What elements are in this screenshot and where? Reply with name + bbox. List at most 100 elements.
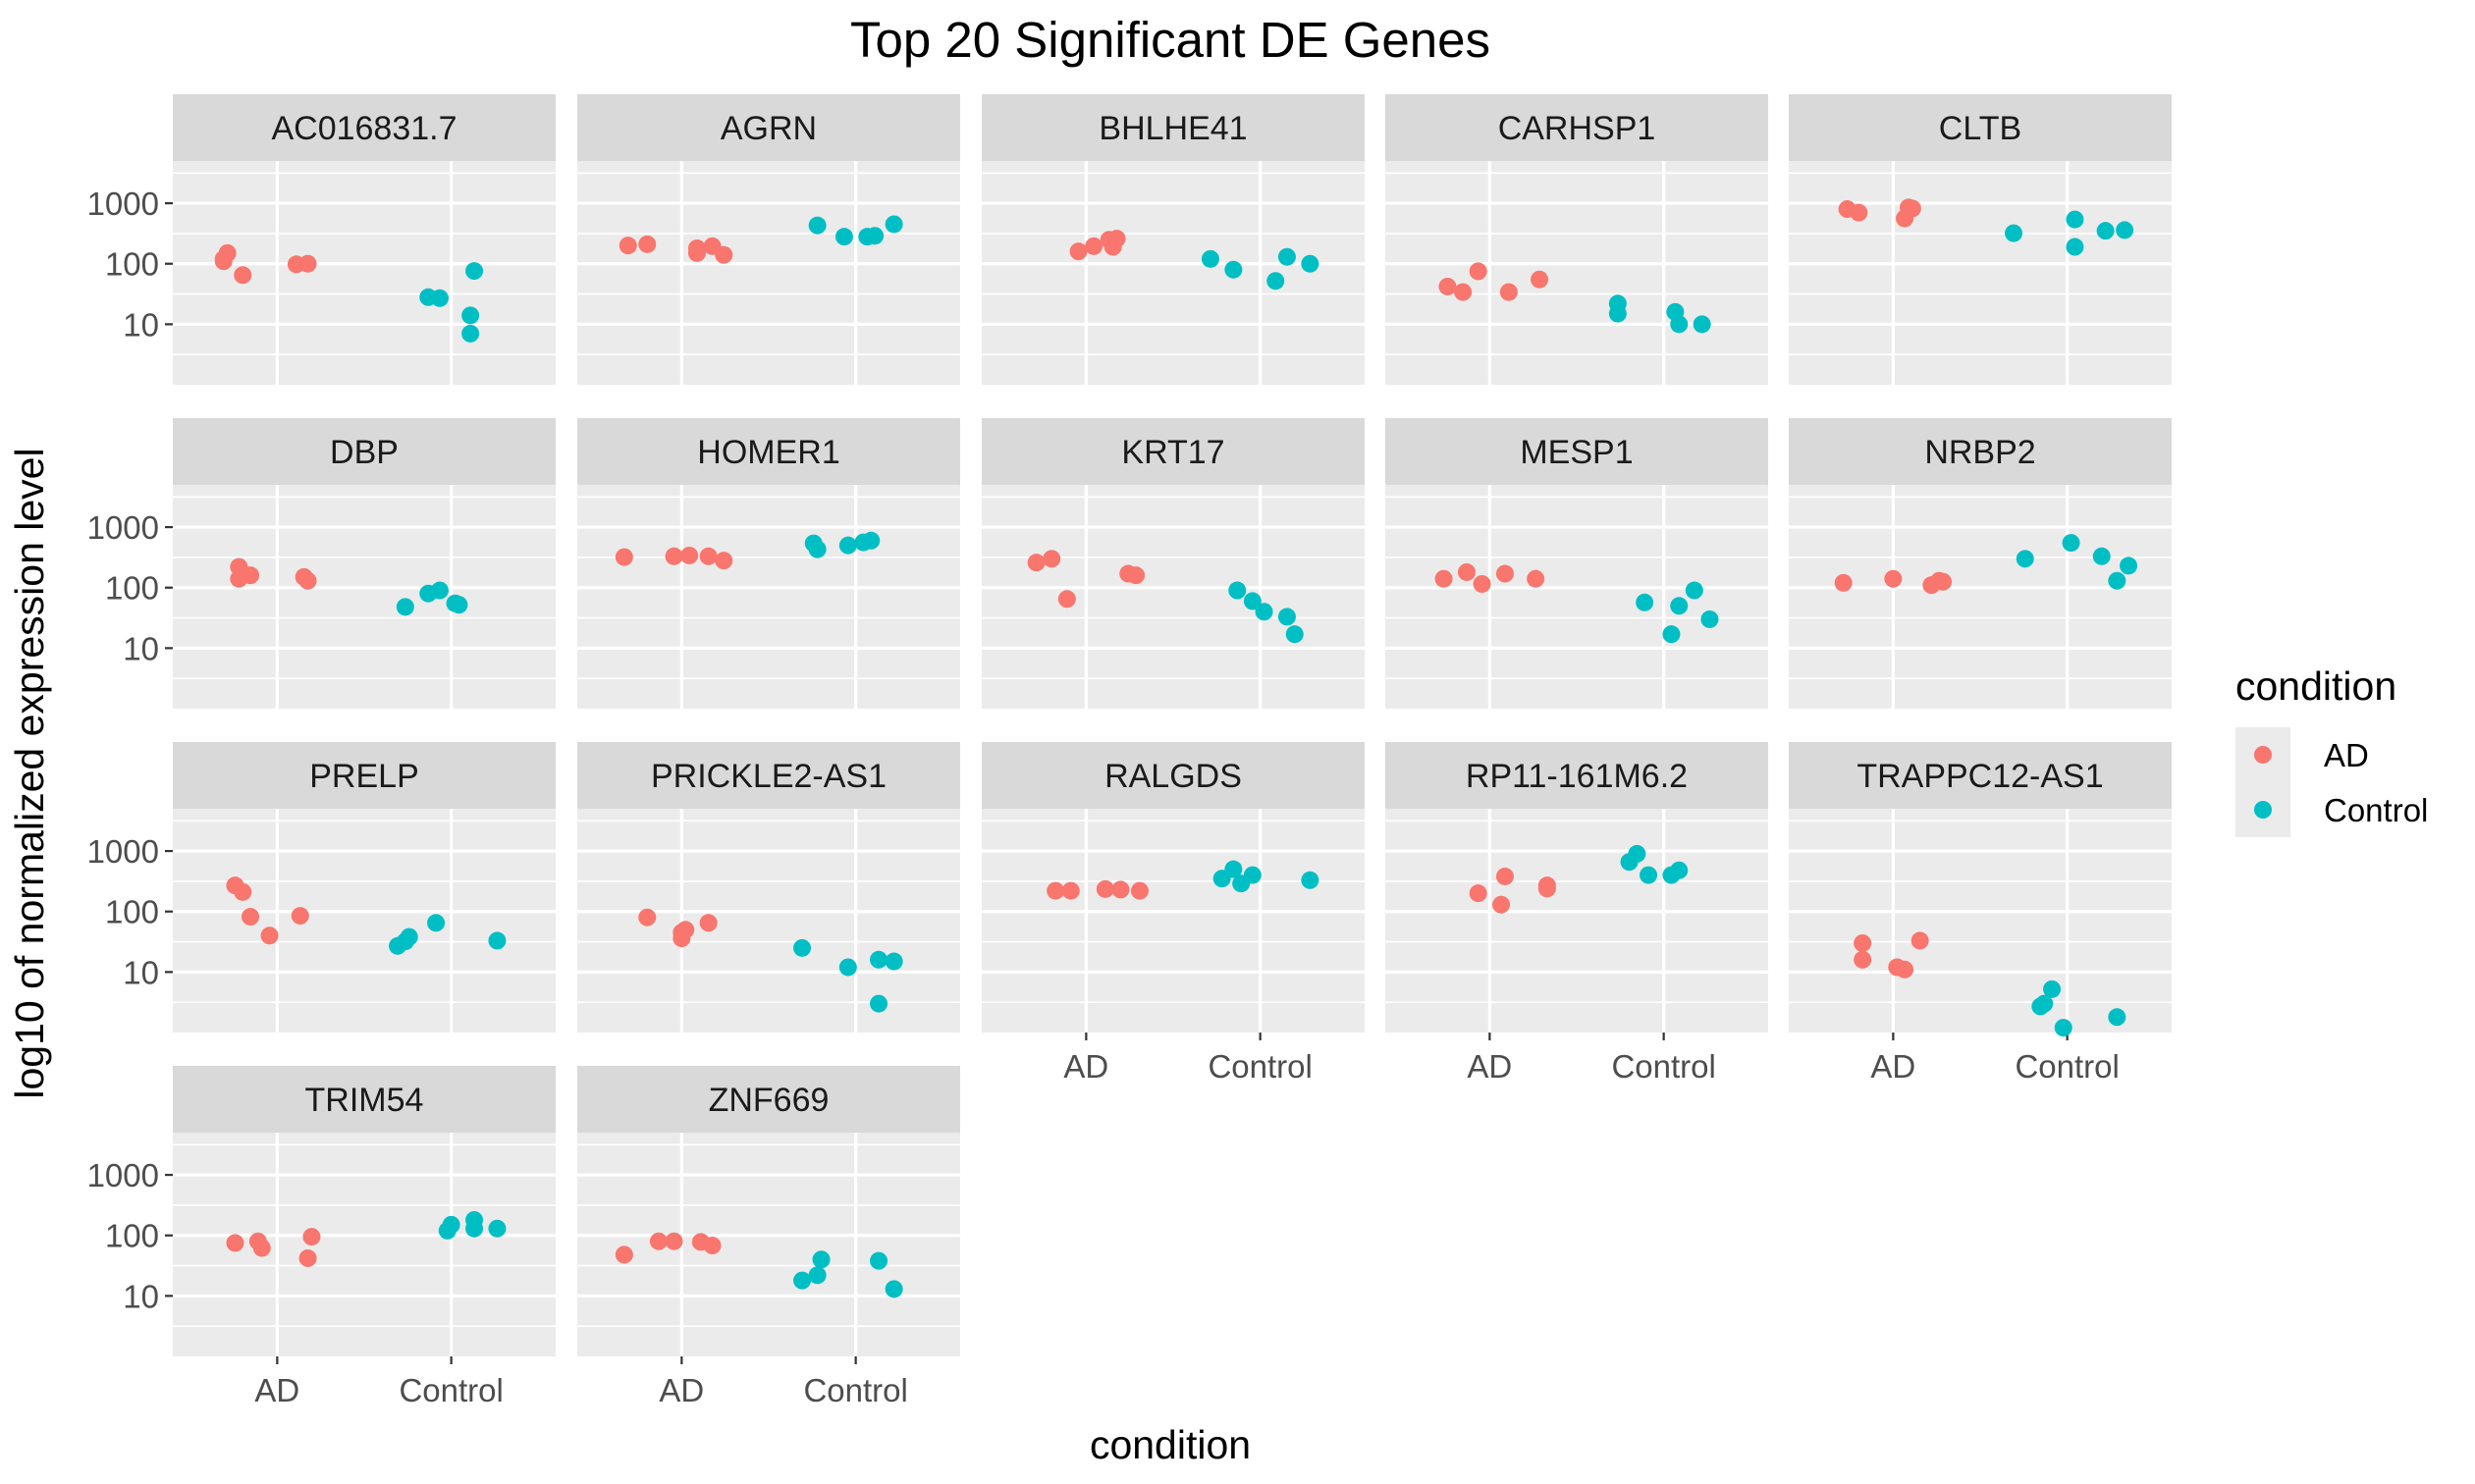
point-ralgds-control-2 <box>1224 860 1243 878</box>
strip-label-ac016831-7: AC016831.7 <box>271 110 457 147</box>
facet-cltb: CLTB <box>1789 94 2172 385</box>
point-agrn-ad-5 <box>715 245 733 264</box>
point-bhlhe41-control-5 <box>1301 254 1319 273</box>
panel-prelp <box>173 809 556 1033</box>
point-agrn-ad-1 <box>619 237 637 255</box>
point-ralgds-ad-3 <box>1096 879 1114 898</box>
point-cltb-control-1 <box>2005 224 2023 242</box>
point-krt17-ad-3 <box>1057 590 1076 609</box>
y-tick-label-dbp: 10 <box>123 630 159 666</box>
point-prelp-ad-5 <box>291 907 309 926</box>
point-agrn-control-5 <box>858 228 877 246</box>
point-prickle2-as1-control-1 <box>793 938 812 957</box>
plot-title: Top 20 Significant DE Genes <box>850 12 1490 68</box>
point-cltb-ad-2 <box>1850 203 1868 222</box>
strip-label-znf669: ZNF669 <box>709 1082 830 1119</box>
strip-label-homer1: HOMER1 <box>697 434 839 471</box>
point-mesp1-ad-4 <box>1495 564 1514 583</box>
point-carhsp1-ad-4 <box>1499 283 1518 301</box>
point-trim54-ad-5 <box>298 1248 317 1267</box>
point-rp11-161m6-2-ad-3 <box>1495 867 1514 885</box>
point-bhlhe41-ad-2 <box>1085 237 1103 255</box>
strip-label-krt17: KRT17 <box>1121 434 1224 471</box>
strip-homer1 <box>577 418 960 485</box>
point-trappc12-as1-ad-4 <box>1896 960 1914 979</box>
strip-label-bhlhe41: BHLHE41 <box>1099 110 1247 147</box>
point-znf669-control-2 <box>808 1266 827 1285</box>
point-prelp-control-3 <box>400 928 418 946</box>
strip-label-carhsp1: CARHSP1 <box>1498 110 1656 147</box>
y-tick-label-ac016831-7: 1000 <box>87 186 159 222</box>
x-tick-label-trappc12-as1: Control <box>2015 1048 2119 1085</box>
point-prelp-control-5 <box>488 931 507 950</box>
point-trim54-ad-1 <box>226 1234 244 1252</box>
facet-homer1: HOMER1 <box>577 418 960 709</box>
legend-label-control: Control <box>2324 792 2428 828</box>
point-nrbp2-control-4 <box>2108 571 2126 590</box>
point-ac016831-7-control-4 <box>465 262 484 281</box>
point-bhlhe41-ad-1 <box>1069 242 1088 261</box>
strip-ralgds <box>982 742 1365 809</box>
point-bhlhe41-control-1 <box>1201 249 1219 268</box>
facet-bhlhe41: BHLHE41 <box>982 94 1365 385</box>
point-homer1-control-3 <box>838 536 857 555</box>
strip-prelp <box>173 742 556 809</box>
facet-rp11-161m6-2: RP11-161M6.2 AD Control <box>1385 742 1768 1085</box>
facet-krt17: KRT17 <box>982 418 1365 709</box>
point-nrbp2-ad-1 <box>1834 573 1853 592</box>
strip-label-ralgds: RALGDS <box>1104 758 1242 795</box>
point-trim54-control-3 <box>465 1219 484 1238</box>
point-trappc12-as1-control-4 <box>2054 1019 2072 1037</box>
legend-label-ad: AD <box>2324 737 2369 773</box>
point-dbp-control-1 <box>396 598 414 616</box>
point-rp11-161m6-2-ad-1 <box>1469 884 1487 903</box>
strip-ac016831-7 <box>173 94 556 161</box>
point-znf669-control-1 <box>793 1271 812 1290</box>
strip-agrn <box>577 94 960 161</box>
point-cltb-control-3 <box>2066 238 2084 256</box>
point-agrn-ad-6 <box>687 243 706 262</box>
point-krt17-ad-1 <box>1027 554 1046 572</box>
y-tick-label-trim54: 100 <box>105 1218 159 1254</box>
panel-agrn <box>577 161 960 385</box>
point-trappc12-as1-ad-2 <box>1854 950 1872 969</box>
point-prickle2-as1-control-5 <box>870 994 888 1013</box>
point-krt17-control-3 <box>1255 603 1273 621</box>
facet-dbp: DBP 10 100 1000 <box>87 418 556 709</box>
point-krt17-ad-5 <box>1127 566 1146 585</box>
facet-znf669: ZNF669 AD Control <box>577 1066 960 1408</box>
strip-label-cltb: CLTB <box>1939 110 2021 147</box>
point-mesp1-control-2 <box>1662 625 1681 644</box>
point-dbp-control-5 <box>446 594 464 612</box>
x-tick-label-trim54: AD <box>254 1372 299 1408</box>
point-nrbp2-ad-5 <box>1930 571 1949 590</box>
point-bhlhe41-control-4 <box>1277 247 1296 266</box>
strip-cltb <box>1789 94 2172 161</box>
point-rp11-161m6-2-control-5 <box>1670 861 1689 879</box>
panel-mesp1 <box>1385 485 1768 709</box>
point-trappc12-as1-control-5 <box>2108 1008 2126 1027</box>
panel-znf669 <box>577 1133 960 1356</box>
x-tick-label-znf669: AD <box>659 1372 704 1408</box>
x-axis-title: condition <box>1090 1422 1251 1467</box>
point-prickle2-as1-ad-4 <box>699 914 718 932</box>
point-nrbp2-control-1 <box>2016 550 2034 568</box>
facet-prickle2-as1: PRICKLE2-AS1 <box>577 742 960 1033</box>
strip-label-agrn: AGRN <box>721 110 817 147</box>
strip-trim54 <box>173 1066 556 1133</box>
facet-trim54: TRIM54 10 100 1000 AD Control <box>87 1066 556 1408</box>
point-carhsp1-control-5 <box>1693 315 1711 334</box>
point-prelp-ad-3 <box>242 908 260 927</box>
point-homer1-control-5 <box>862 531 881 550</box>
point-ralgds-control-5 <box>1301 871 1319 889</box>
point-mesp1-control-5 <box>1700 610 1719 628</box>
point-rp11-161m6-2-control-3 <box>1640 866 1658 884</box>
point-cltb-control-5 <box>2116 221 2134 239</box>
point-prickle2-as1-control-2 <box>838 958 857 977</box>
point-trappc12-as1-control-3 <box>2031 997 2050 1016</box>
point-ralgds-ad-2 <box>1061 881 1080 900</box>
point-homer1-control-2 <box>804 534 823 553</box>
strip-label-dbp: DBP <box>330 434 399 471</box>
x-tick-label-ralgds: Control <box>1208 1048 1312 1085</box>
